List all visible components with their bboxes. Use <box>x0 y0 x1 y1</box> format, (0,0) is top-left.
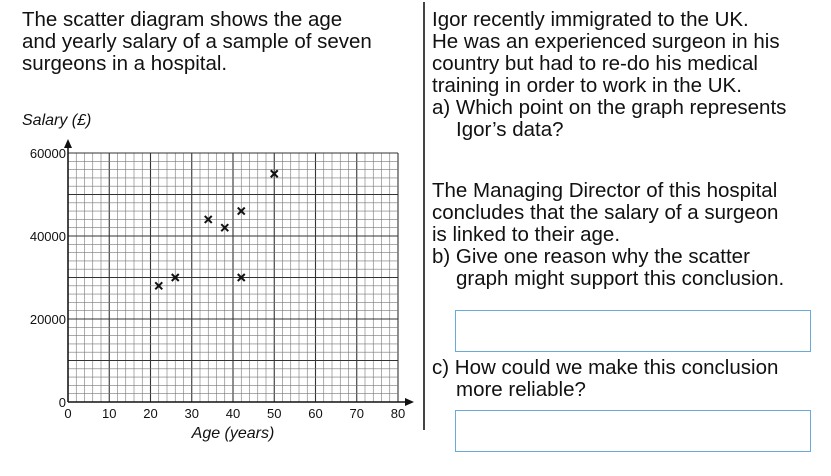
x-tick-label: 0 <box>64 406 71 421</box>
y-axis-label: Salary (£) <box>22 112 91 129</box>
data-point-x-marker <box>154 281 163 291</box>
intro-line: and yearly salary of a sample of seven <box>22 30 372 53</box>
data-point-x-marker <box>171 273 180 282</box>
x-axis-arrow-icon <box>405 398 414 406</box>
story-line: training in order to work in the UK. <box>432 74 742 97</box>
director-line: The Managing Director of this hospital <box>432 179 778 202</box>
answer-c-input[interactable] <box>455 410 811 452</box>
x-tick-label: 50 <box>267 406 281 421</box>
answer-b-input[interactable] <box>455 310 811 352</box>
x-tick-label: 30 <box>185 406 199 421</box>
data-point-x-marker <box>237 206 246 216</box>
director-line: is linked to their age. <box>432 223 621 246</box>
y-tick-label: 40000 <box>30 229 66 244</box>
column-divider <box>423 2 425 430</box>
question-c: more reliable? <box>456 378 586 401</box>
story-line: country but had to re-do his medical <box>432 52 758 75</box>
x-tick-label: 40 <box>226 406 240 421</box>
question-a: a) Which point on the graph represents <box>432 96 787 119</box>
x-axis-label: Age (years) <box>191 425 275 442</box>
question-c: c) How could we make this conclusion <box>432 356 779 379</box>
story-line: He was an experienced surgeon in his <box>432 30 780 53</box>
data-point-x-marker <box>204 215 213 224</box>
y-tick-label: 20000 <box>30 312 66 327</box>
data-point-x-marker <box>220 223 229 232</box>
x-tick-label: 80 <box>391 406 405 421</box>
x-tick-label: 20 <box>143 406 157 421</box>
x-tick-label: 70 <box>350 406 364 421</box>
x-tick-label: 10 <box>102 406 116 421</box>
intro-line: The scatter diagram shows the age <box>22 8 343 31</box>
data-point-x-marker <box>237 273 246 282</box>
scatter-chart: 0 10 20 30 40 50 60 70 80 0 20000 40000 60000 Age (ye… <box>22 112 414 442</box>
x-tick-label: 60 <box>308 406 322 421</box>
question-b: b) Give one reason why the scatter <box>432 245 750 268</box>
data-point-x-marker <box>270 169 279 178</box>
intro-line: surgeons in a hospital. <box>22 52 228 75</box>
y-axis-arrow-icon <box>64 139 72 148</box>
y-tick-label: 0 <box>59 395 66 410</box>
y-tick-label: 60000 <box>30 146 66 161</box>
question-b: graph might support this conclusion. <box>456 267 785 290</box>
question-a: Igor’s data? <box>456 118 564 141</box>
story-line: Igor recently immigrated to the UK. <box>432 8 749 31</box>
director-line: concludes that the salary of a surgeon <box>432 201 779 224</box>
